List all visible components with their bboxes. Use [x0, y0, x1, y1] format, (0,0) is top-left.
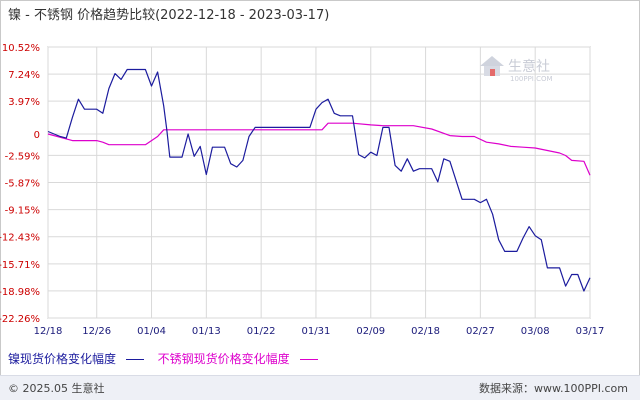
- x-tick-label: 03/17: [576, 326, 605, 337]
- x-tick-label: 02/09: [356, 326, 385, 337]
- y-tick-label: -2.59%: [5, 151, 40, 162]
- x-tick-label: 12/18: [34, 326, 63, 337]
- y-tick-label: 10.52%: [2, 43, 40, 54]
- y-tick-label: 0: [34, 130, 40, 141]
- house-door-icon: [490, 69, 495, 76]
- axes: 10.52% 7.24% 3.97% 0 -2.59% -5.87% -9.15% -12.4…: [0, 43, 604, 337]
- legend-swatch-1: [125, 359, 144, 360]
- watermark-name: 生意社: [508, 58, 550, 75]
- legend-swatch-2: [299, 359, 318, 360]
- y-tick-label: -15.71%: [0, 260, 40, 271]
- x-tick-label: 02/27: [466, 326, 495, 337]
- series-line-2: [47, 122, 591, 176]
- copyright-text: © 2025.05 生意社: [8, 382, 105, 395]
- footer: © 2025.05 生意社 数据来源：www.100PPI.com: [0, 375, 640, 400]
- x-tick-label: 01/04: [137, 326, 166, 337]
- data-source-text: 数据来源：www.100PPI.com: [479, 382, 628, 395]
- series-line-1: [47, 68, 591, 292]
- y-tick-label: -22.26%: [0, 314, 40, 325]
- x-tick-label: 01/22: [247, 326, 276, 337]
- grid: [47, 46, 591, 319]
- series: [47, 68, 591, 292]
- x-tick-label: 12/26: [82, 326, 111, 337]
- y-tick-label: 3.97%: [8, 97, 40, 108]
- watermark-url: 100PPI.COM: [510, 75, 553, 83]
- legend-label-1: 镍现货价格变化幅度: [8, 352, 117, 366]
- legend: 镍现货价格变化幅度 不锈钢现货价格变化幅度: [8, 350, 318, 367]
- legend-label-2: 不锈钢现货价格变化幅度: [157, 352, 290, 366]
- x-tick-label: 03/08: [521, 326, 550, 337]
- y-tick-label: -9.15%: [5, 206, 40, 217]
- watermark-logo: 生意社 100PPI.COM: [480, 56, 553, 83]
- chart-title: 镍 - 不锈钢 价格趋势比较(2022-12-18 - 2023-03-17): [8, 8, 330, 23]
- y-tick-label: 7.24%: [8, 70, 40, 81]
- x-tick-label: 01/31: [302, 326, 331, 337]
- y-tick-label: -5.87%: [5, 179, 40, 190]
- house-icon: [480, 56, 504, 66]
- x-tick-label: 01/13: [192, 326, 221, 337]
- x-tick-label: 02/18: [411, 326, 440, 337]
- y-tick-label: -18.98%: [0, 287, 40, 298]
- y-tick-label: -12.43%: [0, 233, 40, 244]
